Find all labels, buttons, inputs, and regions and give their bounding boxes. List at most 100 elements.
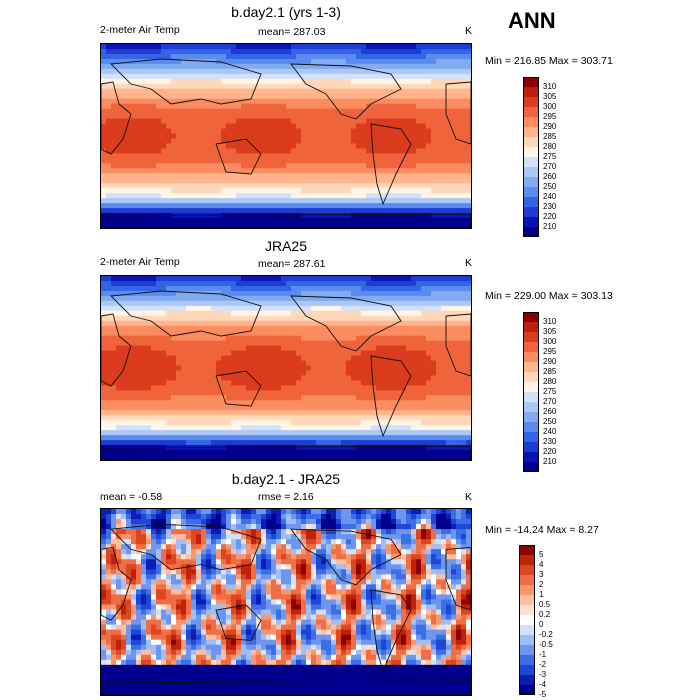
field-cell	[326, 310, 332, 317]
field-cell	[131, 193, 137, 199]
field-cell	[301, 370, 307, 376]
field-cell	[436, 390, 442, 396]
field-cell	[181, 193, 187, 199]
field-cell	[131, 365, 137, 371]
field-cell	[156, 218, 162, 224]
field-cell	[436, 395, 442, 401]
field-cell	[336, 276, 342, 282]
field-cell	[171, 380, 177, 386]
field-cell	[216, 133, 222, 139]
field-cell	[366, 123, 372, 129]
field-cell	[361, 385, 367, 391]
field-cell	[211, 68, 217, 75]
field-cell	[191, 415, 197, 421]
field-cell	[196, 203, 202, 209]
field-cell	[391, 330, 397, 337]
field-cell	[166, 48, 172, 55]
field-cell	[266, 98, 272, 105]
field-cell	[376, 138, 382, 144]
field-cell	[241, 280, 247, 287]
field-cell	[261, 163, 267, 169]
colorbar-tick-label: 230	[543, 202, 557, 211]
field-cell	[386, 163, 392, 169]
field-cell	[306, 370, 312, 376]
field-cell	[281, 44, 287, 50]
field-cell	[236, 118, 242, 124]
field-cell	[271, 193, 277, 199]
field-cell	[111, 68, 117, 75]
field-cell	[216, 158, 222, 164]
field-cell	[311, 193, 317, 199]
field-cell	[241, 340, 247, 347]
field-cell	[171, 88, 177, 95]
field-cell	[351, 223, 357, 228]
field-cell	[361, 143, 367, 149]
field-cell	[126, 88, 132, 95]
field-cell	[261, 276, 267, 282]
field-cell	[426, 300, 432, 307]
field-cell	[351, 365, 357, 371]
field-cell	[251, 370, 257, 376]
field-cell	[201, 203, 207, 209]
field-cell	[286, 153, 292, 159]
field-cell	[191, 138, 197, 144]
field-cell	[401, 203, 407, 209]
field-cell	[116, 223, 122, 228]
field-cell	[106, 305, 112, 312]
field-cell	[291, 385, 297, 391]
field-cell	[251, 44, 257, 50]
field-cell	[456, 223, 462, 228]
field-cell	[191, 345, 197, 351]
field-cell	[231, 98, 237, 105]
field-cell	[131, 390, 137, 396]
field-cell	[276, 350, 282, 356]
field-cell	[226, 380, 232, 386]
field-cell	[171, 68, 177, 75]
field-cell	[306, 320, 312, 327]
field-cell	[156, 295, 162, 302]
field-cell	[211, 198, 217, 204]
field-cell	[156, 168, 162, 174]
field-cell	[301, 53, 307, 60]
field-cell	[311, 213, 317, 219]
field-cell	[236, 340, 242, 347]
field-cell	[421, 93, 427, 100]
field-cell	[251, 173, 257, 179]
field-cell	[166, 335, 172, 342]
field-cell	[361, 138, 367, 144]
field-cell	[136, 395, 142, 401]
field-cell	[266, 375, 272, 381]
field-cell	[266, 128, 272, 134]
field-cell	[446, 163, 452, 169]
field-cell	[266, 360, 272, 366]
field-cell	[256, 63, 262, 70]
field-cell	[301, 188, 307, 194]
field-cell	[161, 53, 167, 60]
field-cell	[461, 295, 467, 302]
field-cell	[101, 223, 107, 228]
field-cell	[451, 93, 457, 100]
field-cell	[326, 83, 332, 90]
field-cell	[221, 295, 227, 302]
field-cell	[331, 53, 337, 60]
field-cell	[226, 400, 232, 406]
field-cell	[381, 113, 387, 119]
field-cell	[171, 63, 177, 70]
field-cell	[231, 123, 237, 129]
field-cell	[416, 93, 422, 100]
field-cell	[146, 280, 152, 287]
field-cell	[116, 123, 122, 129]
field-cell	[426, 53, 432, 60]
field-cell	[276, 365, 282, 371]
field-cell	[421, 158, 427, 164]
field-cell	[391, 375, 397, 381]
field-cell	[456, 78, 462, 85]
field-cell	[321, 198, 327, 204]
field-cell	[186, 148, 192, 154]
field-cell	[306, 133, 312, 139]
field-cell	[306, 330, 312, 337]
field-cell	[146, 365, 152, 371]
field-cell	[406, 400, 412, 406]
field-cell	[286, 355, 292, 361]
field-cell	[361, 400, 367, 406]
